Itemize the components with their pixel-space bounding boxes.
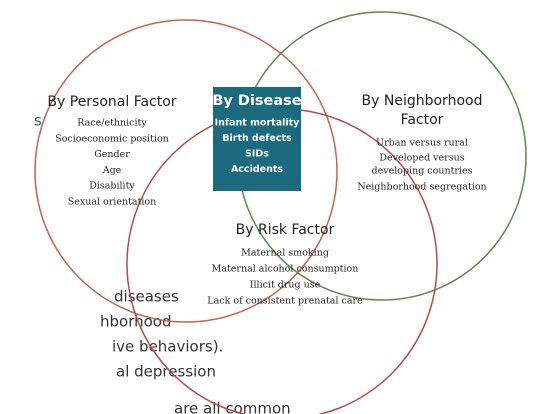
group-title: By Personal Factor [47,94,176,110]
group-item: SIDs [245,149,269,160]
group-item: Sexual orientation [68,197,157,208]
personal-circle [34,19,338,323]
group-item: Accidents [231,164,283,175]
bg-fragment: al depression [116,363,216,381]
group-item: Neighborhood segregation [357,182,486,193]
bg-fragment: are all common [174,400,291,414]
group-title: By Disease [212,93,301,109]
bg-fragment: ive behaviors). [112,338,223,356]
disease-box [213,87,301,191]
group-item: Age [102,165,122,176]
group-item: Maternal smoking [241,248,329,259]
group-item: Birth defects [222,133,292,144]
group-item: Disability [89,181,135,192]
group-title: By Neighborhood [362,93,483,109]
group-item: Socioeconomic position [55,133,169,144]
bg-fragment: hborhood [100,313,172,331]
group-item: Race/ethnicity [77,118,147,129]
group-item: Lack of consistent prenatal care [207,296,363,307]
group-item: Gender [94,149,130,160]
group-item: Maternal alcohol consumption [212,264,359,275]
group-item: Developed versus [379,153,464,164]
bg-fragment: diseases [114,288,179,306]
group-item: Infant mortality [215,118,301,129]
group-title: By Risk Factor [236,222,335,238]
group-title: Factor [401,112,444,128]
group-item: developing countries [372,166,473,177]
bg-fragment: s [34,112,42,130]
group-item: Urban versus rural [376,138,468,149]
group-item: Illicit drug use [250,280,321,291]
